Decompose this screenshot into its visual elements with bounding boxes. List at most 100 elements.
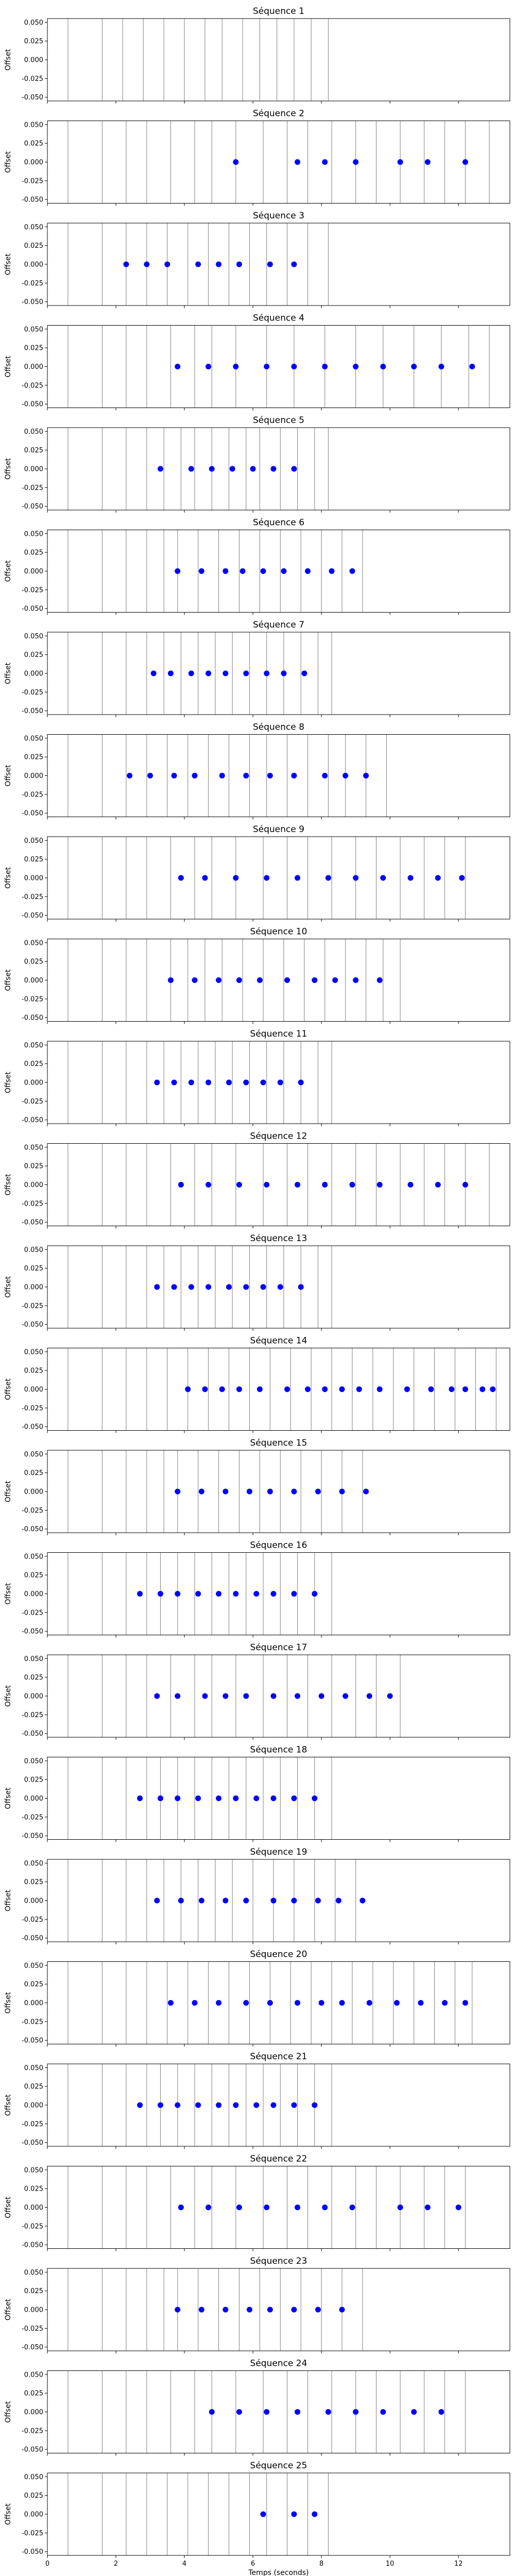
y-tick-label: -0.025 (22, 2325, 43, 2333)
axes-frame (47, 2166, 510, 2249)
y-axis-label: Offset (4, 457, 12, 480)
axes-frame (47, 2472, 510, 2556)
y-tick-label: -0.025 (22, 484, 43, 492)
y-tick-label: -0.025 (22, 1302, 43, 1310)
data-point (411, 2409, 417, 2415)
data-point (188, 466, 194, 472)
y-tick-label: -0.025 (22, 75, 43, 83)
y-tick-label: -0.025 (22, 791, 43, 799)
data-point (305, 1386, 311, 1392)
x-tick-label: 12 (454, 2560, 463, 2568)
subplot-24: Séquence 24 0.050 0.025 0.000 -0.025 -0.050 Of… (4, 2359, 510, 2456)
data-point (154, 1693, 160, 1699)
axes-frame (47, 530, 510, 613)
data-point (462, 1182, 469, 1188)
y-tick-label: 0.050 (24, 1246, 43, 1254)
data-point (428, 1386, 434, 1392)
y-tick-label: -0.050 (22, 2139, 43, 2147)
y-axis-label: Offset (4, 1583, 12, 1605)
y-tick-label: 0.025 (24, 1878, 43, 1886)
y-tick-label: -0.025 (22, 382, 43, 389)
y-tick-label: 0.000 (24, 1897, 43, 1905)
data-point (216, 2102, 222, 2108)
data-point (281, 568, 287, 574)
data-point (356, 1386, 362, 1392)
axes-frame (47, 121, 510, 204)
data-point (353, 2409, 359, 2415)
y-tick-label: 0.050 (24, 2473, 43, 2481)
data-point (363, 773, 369, 778)
data-point (295, 2205, 301, 2210)
data-point (198, 1488, 204, 1495)
data-point (267, 261, 273, 267)
data-point (171, 1079, 177, 1086)
y-tick-label: 0.025 (24, 1163, 43, 1171)
data-point (291, 2102, 297, 2108)
subplot-6: Séquence 6 0.050 0.025 0.000 -0.025 -0.050 Off… (4, 518, 510, 615)
data-point (424, 2205, 431, 2210)
subplot-18: Séquence 18 0.050 0.025 0.000 -0.025 -0.050 Of… (4, 1745, 510, 1842)
subplot-20: Séquence 20 0.050 0.025 0.000 -0.025 -0.050 Of… (4, 1950, 510, 2047)
subplot-3: Séquence 3 0.050 0.025 0.000 -0.025 -0.050 Off… (4, 211, 510, 308)
y-tick-label: 0.025 (24, 1469, 43, 1477)
data-point (216, 1795, 222, 1801)
y-axis-label: Offset (4, 1992, 12, 2014)
subplot-title: Séquence 3 (253, 211, 304, 221)
data-point (291, 1897, 297, 1904)
y-tick-label: 0.025 (24, 2287, 43, 2295)
data-point (267, 2000, 273, 2006)
data-point (312, 1795, 318, 1801)
y-tick-label: 0.050 (24, 1042, 43, 1049)
y-tick-label: 0.000 (24, 1181, 43, 1189)
data-point (236, 2205, 243, 2210)
axes-frame (47, 1859, 510, 1942)
y-tick-label: 0.050 (24, 121, 43, 129)
data-point (236, 1182, 243, 1188)
y-tick-label: 0.025 (24, 1367, 43, 1375)
data-point (178, 2205, 184, 2210)
data-point (178, 1182, 184, 1188)
data-point (435, 875, 441, 881)
y-tick-label: 0.025 (24, 2390, 43, 2398)
data-point (264, 1182, 270, 1188)
data-point (295, 2409, 301, 2415)
y-tick-label: 0.025 (24, 2492, 43, 2500)
data-point (175, 1591, 181, 1597)
subplot-16: Séquence 16 0.050 0.025 0.000 -0.025 -0.050 Of… (4, 1540, 510, 1638)
subplot-13: Séquence 13 0.050 0.025 0.000 -0.025 -0.050 Of… (4, 1233, 510, 1331)
y-tick-label: 0.050 (24, 939, 43, 947)
data-point (270, 1795, 277, 1801)
y-tick-label: -0.050 (22, 298, 43, 306)
data-point (407, 1182, 414, 1188)
y-tick-label: -0.050 (22, 605, 43, 613)
axes-frame (47, 1961, 510, 2044)
subplot-14: Séquence 14 0.050 0.025 0.000 -0.025 -0.050 Of… (4, 1336, 510, 1433)
data-point (411, 364, 417, 369)
y-tick-label: 0.050 (24, 1757, 43, 1765)
y-axis-label: Offset (4, 765, 12, 787)
data-point (397, 2205, 403, 2210)
y-axis-label: Offset (4, 1378, 12, 1400)
data-point (291, 773, 297, 778)
data-point (380, 875, 386, 881)
y-tick-label: 0.050 (24, 735, 43, 742)
data-point (137, 1795, 143, 1801)
data-point (256, 1386, 263, 1392)
data-point (318, 2000, 324, 2006)
data-point (222, 1488, 229, 1495)
data-point (329, 568, 335, 574)
data-point (222, 1897, 229, 1904)
y-tick-label: -0.025 (22, 2530, 43, 2537)
data-point (233, 1591, 239, 1597)
data-point (291, 2511, 297, 2517)
y-tick-label: 0.025 (24, 38, 43, 45)
y-axis-label: Offset (4, 1276, 12, 1298)
y-tick-label: 0.050 (24, 837, 43, 845)
data-point (243, 1897, 249, 1904)
y-tick-label: -0.025 (22, 2018, 43, 2026)
data-point (233, 364, 239, 369)
data-point (205, 1284, 212, 1290)
y-tick-label: 0.000 (24, 568, 43, 575)
subplot-title: Séquence 6 (253, 518, 304, 528)
y-axis-label: Offset (4, 1889, 12, 1911)
